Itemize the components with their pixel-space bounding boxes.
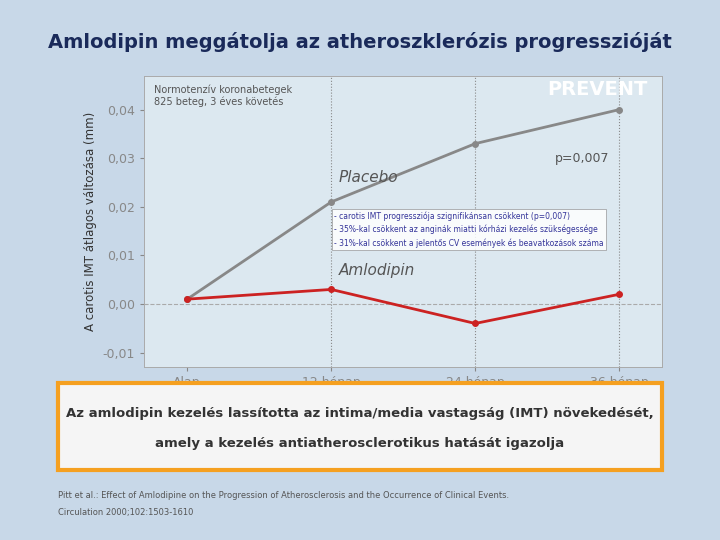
Text: - carotis IMT progressziója szignifikánsan csökkent (p=0,007)
- 35%-kal csökkent: - carotis IMT progressziója szignifikáns… (334, 212, 603, 248)
Text: p=0,007: p=0,007 (554, 152, 609, 165)
Text: Circulation 2000;102:1503-1610: Circulation 2000;102:1503-1610 (58, 508, 193, 517)
FancyBboxPatch shape (58, 383, 662, 470)
Text: Placebo: Placebo (338, 170, 398, 185)
Text: Pitt et al.: Effect of Amlodipine on the Progression of Atherosclerosis and the : Pitt et al.: Effect of Amlodipine on the… (58, 491, 509, 501)
Text: amely a kezelés antiatherosclerotikus hatását igazolja: amely a kezelés antiatherosclerotikus ha… (156, 437, 564, 450)
Text: PREVENT: PREVENT (547, 79, 648, 99)
Text: Amlodipin: Amlodipin (338, 262, 415, 278)
Y-axis label: A carotis IMT átlagos változása (mm): A carotis IMT átlagos változása (mm) (84, 112, 97, 331)
Text: Amlodipin meggátolja az atheroszklerózis progresszióját: Amlodipin meggátolja az atheroszklerózis… (48, 32, 672, 52)
Text: Normotenzív koronabetegek
825 beteg, 3 éves követés: Normotenzív koronabetegek 825 beteg, 3 é… (154, 84, 292, 107)
Text: Az amlodipin kezelés lassította az intima/media vastagság (IMT) növekedését,: Az amlodipin kezelés lassította az intim… (66, 407, 654, 420)
